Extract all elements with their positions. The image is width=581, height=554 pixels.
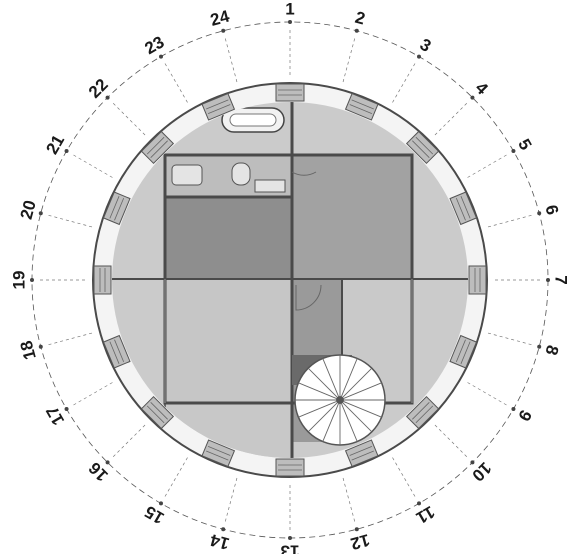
radial-line — [71, 382, 113, 407]
segment-label-15: 15 — [142, 502, 168, 528]
window — [93, 265, 112, 295]
segment-label-14: 14 — [208, 530, 232, 553]
radial-line — [342, 477, 356, 524]
segment-marker — [159, 54, 163, 59]
radial-line — [224, 36, 238, 83]
toilet-icon — [231, 162, 251, 186]
radial-line — [46, 332, 93, 346]
window — [102, 191, 131, 226]
segment-marker — [511, 407, 516, 411]
spiral-staircase-icon — [294, 354, 386, 446]
radial-line — [224, 477, 238, 524]
segment-marker — [354, 28, 359, 33]
radial-line — [487, 332, 534, 346]
window — [201, 92, 236, 121]
segment-label-9: 9 — [514, 407, 535, 425]
segment-label-13: 13 — [281, 542, 300, 554]
segment-marker — [511, 149, 516, 153]
radial-line — [111, 101, 146, 136]
segment-marker — [38, 344, 43, 349]
segment-label-19: 19 — [9, 271, 28, 290]
segment-marker — [221, 28, 226, 33]
segment-label-1: 1 — [285, 0, 294, 18]
radial-line — [71, 153, 113, 178]
radial-line — [467, 382, 509, 407]
segment-label-7: 7 — [552, 275, 571, 284]
radial-line — [342, 36, 356, 83]
segment-marker — [354, 527, 359, 532]
segment-label-23: 23 — [142, 32, 168, 58]
radial-line — [46, 214, 93, 228]
segment-label-20: 20 — [17, 198, 40, 221]
window — [449, 191, 478, 226]
counter-icon — [254, 179, 286, 193]
edge-strips — [164, 279, 413, 403]
segment-marker — [288, 20, 292, 24]
window — [201, 439, 236, 468]
segment-label-21: 21 — [42, 132, 68, 158]
window — [344, 439, 379, 468]
room-lower-left — [165, 279, 292, 403]
segment-label-3: 3 — [417, 35, 435, 56]
radial-line — [487, 214, 534, 228]
radial-line — [434, 424, 469, 459]
window — [140, 130, 175, 165]
segment-label-11: 11 — [413, 502, 438, 527]
segment-marker — [470, 460, 475, 465]
segment-marker — [288, 536, 292, 540]
window — [275, 83, 305, 102]
interior — [112, 102, 468, 458]
radial-line — [111, 424, 146, 459]
segment-marker — [417, 54, 421, 59]
segment-marker — [417, 501, 421, 506]
windows — [93, 83, 487, 477]
window — [102, 334, 131, 369]
radial-line — [467, 153, 509, 178]
segment-label-6: 6 — [541, 203, 562, 217]
segment-marker — [64, 407, 69, 411]
room-dark-left — [165, 197, 292, 279]
segment-label-17: 17 — [42, 403, 68, 429]
window — [140, 395, 175, 430]
window — [449, 334, 478, 369]
segment-label-18: 18 — [17, 339, 40, 362]
room-dark-right — [292, 155, 412, 279]
door-swing-icon — [295, 284, 322, 311]
segment-marker — [537, 211, 542, 216]
radial-line — [434, 101, 469, 136]
segment-marker — [221, 527, 226, 532]
segment-marker — [105, 460, 110, 465]
segment-marker — [537, 344, 542, 349]
segment-marker — [546, 278, 550, 282]
segment-label-24: 24 — [208, 6, 232, 29]
window — [405, 130, 440, 165]
segment-marker — [470, 95, 475, 100]
window — [275, 458, 305, 477]
segment-label-4: 4 — [472, 78, 493, 99]
segment-marker — [38, 211, 43, 216]
radial-line — [392, 61, 417, 103]
segment-marker — [64, 149, 69, 153]
window — [468, 265, 487, 295]
segment-label-2: 2 — [353, 8, 367, 29]
radial-line — [392, 457, 417, 499]
radial-line — [163, 457, 188, 499]
radial-dimension-lines — [30, 20, 550, 540]
door-swing-icon — [291, 171, 317, 176]
segment-label-8: 8 — [541, 343, 562, 357]
sink-icon — [171, 164, 203, 186]
segment-label-12: 12 — [349, 530, 372, 553]
segment-label-5: 5 — [514, 136, 535, 154]
window — [405, 395, 440, 430]
window — [344, 92, 379, 121]
radial-line — [163, 61, 188, 103]
segment-marker — [30, 278, 34, 282]
segment-marker — [159, 501, 163, 506]
segment-marker — [105, 95, 110, 100]
